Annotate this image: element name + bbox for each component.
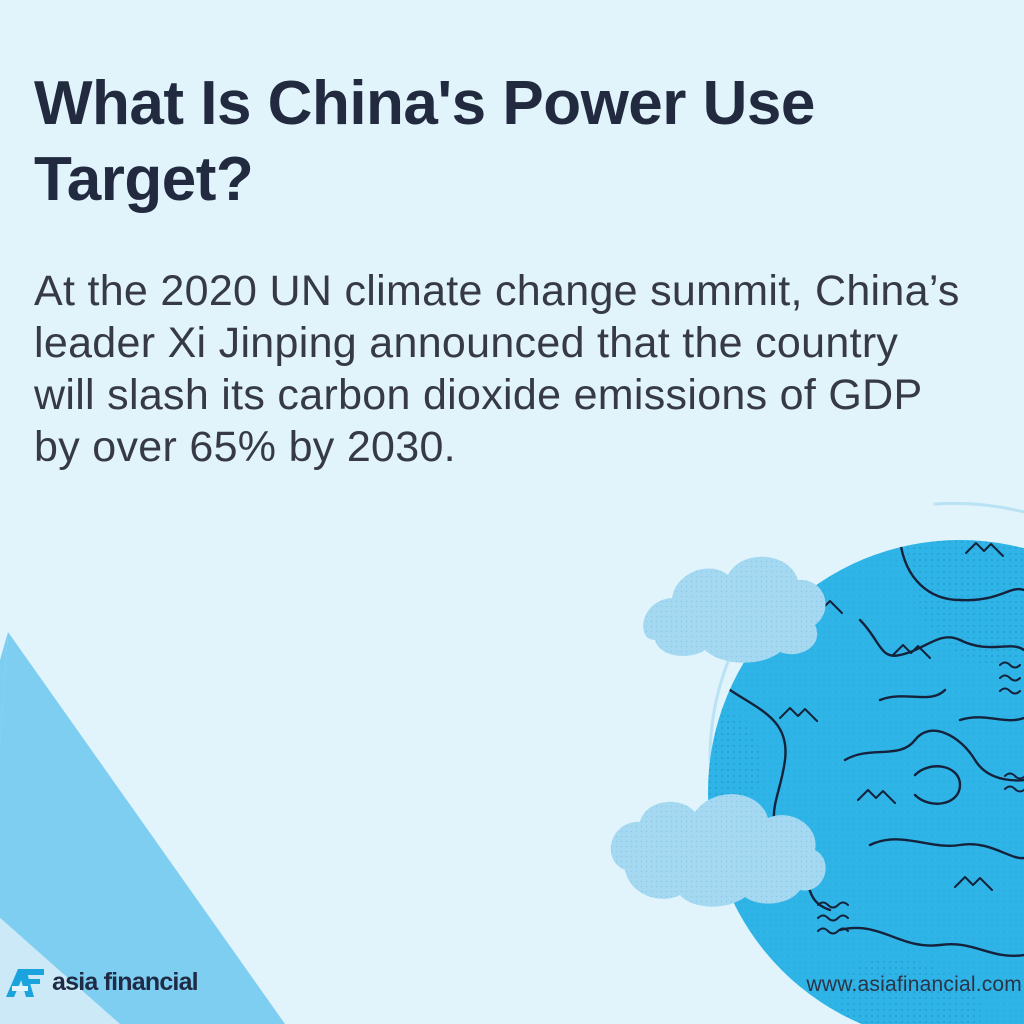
body-paragraph: At the 2020 UN climate change summit, Ch… [34,267,960,471]
decorative-triangle [0,632,285,1024]
website-link[interactable]: www.asiafinancial.com [806,973,1022,996]
brand-logo: asia financial [4,962,199,1002]
brand-name: asia financial [52,967,199,996]
cloud-icon-upper [643,556,826,663]
cloud-icon-lower [610,794,826,907]
asia-financial-logo-icon [6,969,44,997]
page-title: What Is China's Power Use Target? [34,69,815,214]
